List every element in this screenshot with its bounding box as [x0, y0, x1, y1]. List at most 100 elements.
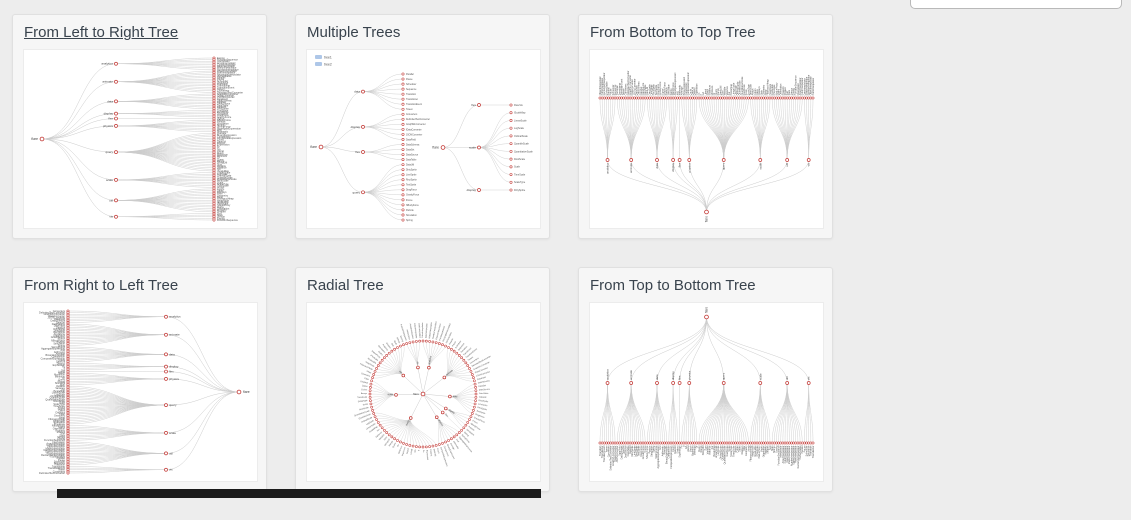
- svg-text:analytics: analytics: [606, 369, 610, 380]
- svg-text:ScaleType: ScaleType: [53, 403, 65, 406]
- svg-text:DataField: DataField: [54, 318, 65, 321]
- svg-text:Arrays: Arrays: [58, 406, 66, 409]
- svg-text:IPredicate: IPredicate: [756, 445, 759, 456]
- svg-text:IDataConverter: IDataConverter: [614, 445, 617, 461]
- svg-text:DataField: DataField: [217, 98, 228, 101]
- svg-text:TransitionEvent: TransitionEvent: [603, 445, 606, 462]
- svg-text:PointInterpolator: PointInterpolator: [438, 325, 446, 341]
- svg-text:JSONConverter: JSONConverter: [616, 445, 619, 462]
- example-title[interactable]: From Bottom to Top Tree: [590, 24, 756, 41]
- svg-text:DataField: DataField: [406, 138, 417, 141]
- svg-text:Property: Property: [765, 445, 768, 455]
- example-card-left-to-right-tree[interactable]: From Left to Right Tree Easing FunctionSe…: [12, 14, 267, 239]
- svg-text:Easing: Easing: [793, 87, 796, 95]
- example-card-right-to-left-tree[interactable]: From Right to Left Tree Converters Delimi…: [12, 267, 267, 492]
- svg-text:Maths: Maths: [58, 426, 66, 429]
- svg-text:LineSprite: LineSprite: [478, 403, 489, 408]
- svg-text:IValueProxy: IValueProxy: [52, 424, 66, 427]
- svg-text:MatrixInterpolator: MatrixInterpolator: [46, 447, 66, 450]
- svg-text:IEvaluable: IEvaluable: [771, 84, 774, 96]
- example-title[interactable]: Radial Tree: [307, 277, 384, 294]
- search-input[interactable]: [910, 0, 1122, 9]
- svg-text:Colors: Colors: [58, 408, 66, 411]
- svg-text:Shapes: Shapes: [784, 86, 787, 95]
- svg-text:Xor: Xor: [61, 388, 65, 391]
- svg-text:Variable: Variable: [217, 165, 227, 168]
- svg-text:QuantitativeScale: QuantitativeScale: [724, 445, 727, 464]
- svg-text:DataTable: DataTable: [217, 104, 229, 107]
- svg-text:AggregateExpression: AggregateExpression: [217, 127, 242, 130]
- svg-text:Arrays: Arrays: [361, 392, 367, 395]
- svg-text:AggregateExpression: AggregateExpression: [657, 445, 660, 469]
- svg-text:PointInterpolator: PointInterpolator: [217, 72, 236, 75]
- tree-thumbnail[interactable]: Transition Transitioner TransitionEvent Twe…: [589, 302, 824, 482]
- svg-text:ISchedulable: ISchedulable: [605, 81, 608, 95]
- tree-thumbnail[interactable]: ObjectInterpolator PointInterpolator Recta…: [589, 49, 824, 229]
- svg-text:IDataConverter: IDataConverter: [474, 366, 488, 374]
- tree-thumbnail[interactable]: ColorInterpolator DateInterpolator MatrixI…: [306, 302, 541, 482]
- svg-text:Spring: Spring: [670, 88, 673, 96]
- svg-text:ScaleType: ScaleType: [217, 183, 229, 186]
- svg-text:ColorInterpolator: ColorInterpolator: [784, 445, 787, 463]
- svg-text:Tween: Tween: [623, 88, 626, 96]
- svg-text:ScaleType: ScaleType: [747, 84, 750, 96]
- svg-text:Comparison: Comparison: [52, 356, 66, 359]
- svg-text:Count: Count: [689, 89, 692, 96]
- svg-text:DataUtil: DataUtil: [217, 106, 226, 109]
- example-card-multiple-trees[interactable]: Multiple Trees tree1 tree2 Parallel Pause Sc…: [295, 14, 550, 239]
- svg-text:IDataConverter: IDataConverter: [631, 79, 634, 95]
- svg-text:FunctionSequence: FunctionSequence: [795, 75, 798, 96]
- tree-thumbnail[interactable]: tree1 tree2 Parallel Pause Scheduler Sequence…: [306, 49, 541, 229]
- example-card-bottom-to-top-tree[interactable]: From Bottom to Top Tree ObjectInterpolat…: [578, 14, 833, 239]
- svg-text:Distinct: Distinct: [57, 362, 66, 365]
- svg-text:RectangleInterpolator: RectangleInterpolator: [603, 72, 606, 95]
- example-title[interactable]: From Left to Right Tree: [24, 24, 179, 41]
- svg-text:JSONConverter: JSONConverter: [476, 370, 491, 377]
- svg-text:Variance: Variance: [217, 167, 227, 170]
- svg-text:JSONConverter: JSONConverter: [217, 96, 235, 99]
- svg-text:Geometry: Geometry: [762, 84, 765, 95]
- svg-text:Variance: Variance: [55, 387, 65, 390]
- svg-text:DataSchema: DataSchema: [638, 81, 641, 95]
- svg-text:Strings: Strings: [57, 436, 66, 439]
- svg-text:TimeScale: TimeScale: [357, 396, 368, 399]
- tree-thumbnail[interactable]: EasingFunctionSequenceInterpolatorArrayI…: [23, 49, 258, 229]
- svg-text:IEvaluable: IEvaluable: [367, 358, 377, 365]
- svg-text:DragForce: DragForce: [53, 334, 65, 337]
- svg-text:Filter: Filter: [59, 413, 65, 416]
- svg-text:IsA: IsA: [702, 92, 705, 96]
- svg-text:DateUtil: DateUtil: [56, 361, 65, 364]
- svg-text:DateInterpolator: DateInterpolator: [786, 445, 789, 462]
- svg-text:LineSprite: LineSprite: [406, 174, 417, 177]
- svg-text:DirtySprite: DirtySprite: [514, 189, 526, 192]
- svg-text:IsA: IsA: [414, 449, 417, 453]
- svg-text:flare: flare: [310, 145, 317, 149]
- svg-text:IPredicate: IPredicate: [54, 423, 66, 426]
- svg-text:scale: scale: [388, 394, 394, 396]
- svg-text:query: query: [405, 419, 411, 426]
- svg-text:util: util: [785, 376, 789, 380]
- svg-text:HeapNode: HeapNode: [53, 420, 66, 423]
- example-card-radial-tree[interactable]: Radial Tree ColorInterpolator DateInterpo…: [295, 267, 550, 492]
- svg-text:Parallel: Parallel: [801, 445, 804, 453]
- example-title[interactable]: Multiple Trees: [307, 24, 401, 41]
- svg-text:RectangleInterpolator: RectangleInterpolator: [442, 322, 452, 342]
- svg-text:Or: Or: [696, 445, 699, 448]
- svg-text:GravityForce: GravityForce: [217, 116, 232, 119]
- svg-text:MatrixInterpolator: MatrixInterpolator: [217, 67, 237, 70]
- svg-text:Sum: Sum: [722, 90, 725, 95]
- svg-text:StringUtil: StringUtil: [702, 445, 705, 455]
- svg-text:Orientation: Orientation: [53, 428, 66, 431]
- svg-text:Easing: Easing: [217, 217, 225, 220]
- tree-thumbnail[interactable]: ConvertersDelimitedTextConverterGraphMLC…: [23, 302, 258, 482]
- svg-text:Displays: Displays: [217, 191, 227, 194]
- svg-text:RectSprite: RectSprite: [217, 111, 229, 114]
- example-title[interactable]: From Top to Bottom Tree: [590, 277, 756, 294]
- svg-text:scale: scale: [169, 431, 176, 435]
- svg-text:HeapNode: HeapNode: [769, 83, 772, 95]
- svg-text:ScaleType: ScaleType: [730, 445, 733, 457]
- svg-text:Dates: Dates: [217, 189, 224, 192]
- svg-text:display: display: [104, 112, 114, 116]
- example-title[interactable]: From Right to Left Tree: [24, 277, 179, 294]
- example-card-top-to-bottom-tree[interactable]: From Top to Bottom Tree Transition Transi…: [578, 267, 833, 492]
